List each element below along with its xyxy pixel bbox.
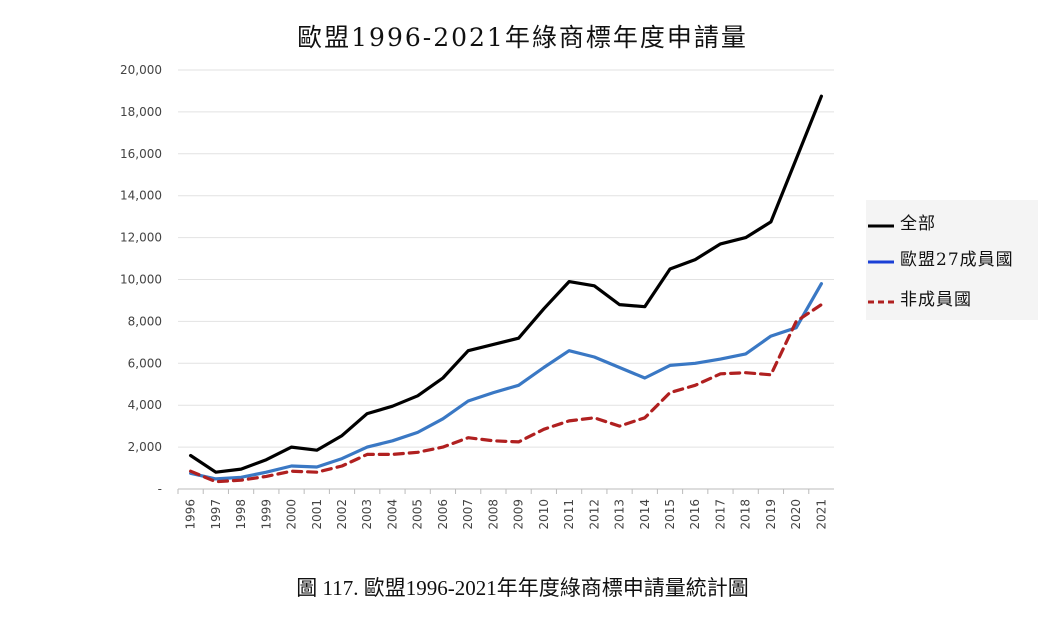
y-tick-label: 2,000 xyxy=(128,440,162,454)
x-tick-label: 2015 xyxy=(663,499,677,530)
x-tick-label: 2018 xyxy=(739,499,753,530)
x-tick-label: 2016 xyxy=(688,499,702,530)
y-tick-label: 20,000 xyxy=(120,63,162,77)
y-tick-label: 18,000 xyxy=(120,105,162,119)
x-tick-label: 2006 xyxy=(436,499,450,530)
x-tick-label: 2009 xyxy=(512,499,526,530)
x-tick-label: 2013 xyxy=(613,499,627,530)
legend-swatch-all xyxy=(866,216,896,228)
x-tick-label: 2021 xyxy=(814,499,828,530)
y-tick-label: 6,000 xyxy=(128,356,162,370)
x-tick-label: 2010 xyxy=(537,499,551,530)
line-chart: - 2,000 4,000 6,000 8,000 10,000 12,000 14,000 1… xyxy=(120,63,834,530)
legend-item-non-member: 非成員國 xyxy=(866,284,972,310)
series-line-eu27 xyxy=(189,282,824,481)
x-tick-label: 2017 xyxy=(713,499,727,530)
x-tick-label: 2002 xyxy=(335,499,349,530)
series-line-all xyxy=(189,94,824,474)
legend-label-non-member: 非成員國 xyxy=(900,289,972,310)
x-axis-ticks: 1996 1997 1998 1999 2000 2001 2002 2003 2004 2005… xyxy=(177,489,828,530)
x-tick-label: 2014 xyxy=(638,499,652,530)
legend-swatch-non-member xyxy=(866,292,896,304)
x-tick-label: 2019 xyxy=(764,499,778,530)
x-tick-label: 1998 xyxy=(234,499,248,530)
x-tick-label: 1996 xyxy=(184,499,198,530)
chart-title: 歐盟1996-2021年綠商標年度申請量 xyxy=(297,23,748,52)
legend-swatch-eu27 xyxy=(866,252,896,264)
x-tick-label: 2005 xyxy=(411,499,425,530)
series-layer xyxy=(189,94,824,484)
y-tick-label: 4,000 xyxy=(128,398,162,412)
x-tick-label: 2003 xyxy=(360,499,374,530)
legend-item-all: 全部 xyxy=(866,208,936,234)
y-tick-label: 8,000 xyxy=(128,314,162,328)
y-tick-label: 10,000 xyxy=(120,273,162,287)
x-tick-label: 2008 xyxy=(486,499,500,530)
series-line-non-member xyxy=(189,303,824,484)
grid-layer xyxy=(178,69,834,490)
x-tick-label: 2012 xyxy=(587,499,601,530)
x-tick-label: 2001 xyxy=(310,499,324,530)
x-tick-label: 1999 xyxy=(259,499,273,530)
x-tick-label: 1997 xyxy=(209,499,223,530)
legend-label-eu27: 歐盟27成員國 xyxy=(900,249,1014,270)
legend-label-all: 全部 xyxy=(900,213,936,234)
x-tick-label: 2020 xyxy=(789,499,803,530)
x-tick-label: 2004 xyxy=(385,499,399,530)
y-tick-label: 16,000 xyxy=(120,147,162,161)
legend-item-eu27: 歐盟27成員國 xyxy=(866,244,1014,270)
y-tick-label: 14,000 xyxy=(120,189,162,203)
y-tick-label: 12,000 xyxy=(120,231,162,245)
legend: 全部 歐盟27成員國 非成員國 xyxy=(866,200,1038,320)
x-tick-label: 2007 xyxy=(461,499,475,530)
x-tick-label: 2011 xyxy=(562,499,576,530)
x-tick-label: 2000 xyxy=(285,499,299,530)
y-axis-ticks: - 2,000 4,000 6,000 8,000 10,000 12,000 14,000 1… xyxy=(120,63,162,496)
figure-caption: 圖 117. 歐盟1996-2021年年度綠商標申請量統計圖 xyxy=(296,576,749,600)
y-tick-label: - xyxy=(158,482,162,496)
